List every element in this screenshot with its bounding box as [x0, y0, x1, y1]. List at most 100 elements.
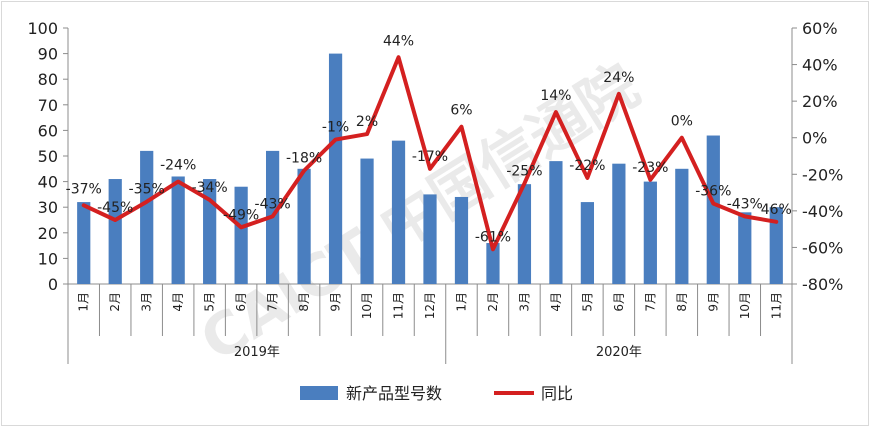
- x-tick-label: 9月: [329, 292, 343, 312]
- bar-new-models: [360, 158, 374, 284]
- y-right-tick-label: 40%: [802, 56, 838, 75]
- x-tick-label: 9月: [706, 292, 720, 312]
- data-label-yoy: 6%: [450, 103, 472, 119]
- line-point-yoy: [585, 176, 589, 180]
- x-tick-label: 3月: [140, 292, 154, 312]
- x-tick-label: 10月: [360, 292, 374, 319]
- legend-swatch-bar: [300, 386, 338, 400]
- data-label-yoy: -34%: [192, 180, 228, 196]
- x-tick-label: 6月: [612, 292, 626, 312]
- data-label-yoy: -43%: [727, 196, 763, 212]
- line-point-yoy: [302, 169, 306, 173]
- line-point-yoy: [145, 200, 149, 204]
- line-point-yoy: [271, 214, 275, 218]
- y-left-tick-label: 0: [48, 275, 58, 294]
- y-left-tick-label: 50: [38, 147, 58, 166]
- x-tick-label: 8月: [297, 292, 311, 312]
- x-tick-label: 3月: [517, 292, 531, 312]
- bar-new-models: [454, 196, 469, 284]
- line-point-yoy: [459, 125, 463, 129]
- bar-new-models: [675, 168, 689, 284]
- year-group-label: 2020年: [596, 345, 642, 360]
- x-tick-label: 10月: [738, 292, 752, 319]
- data-label-yoy: -35%: [129, 182, 165, 198]
- bar-new-models: [328, 53, 343, 284]
- data-label-yoy: 46%: [761, 202, 792, 218]
- data-label-yoy: -37%: [66, 181, 102, 197]
- data-label-yoy: -36%: [695, 184, 731, 200]
- legend-label-line: 同比: [541, 384, 573, 403]
- x-tick-label: 11月: [392, 292, 406, 319]
- line-point-yoy: [554, 110, 558, 114]
- bar-new-models: [643, 181, 657, 284]
- bar-new-models: [391, 140, 406, 284]
- bar-new-models: [517, 184, 532, 284]
- y-right-tick-label: 20%: [802, 92, 838, 111]
- y-left-tick-label: 90: [38, 45, 58, 64]
- bar-new-models: [297, 168, 311, 284]
- legend-label-bar: 新产品型号数: [346, 384, 442, 403]
- x-tick-label: 7月: [643, 292, 657, 312]
- y-left-tick-label: 60: [38, 121, 58, 140]
- y-right-tick-label: 60%: [802, 19, 838, 38]
- x-tick-label: 1月: [77, 292, 91, 312]
- data-label-yoy: -23%: [632, 160, 668, 176]
- line-point-yoy: [680, 136, 684, 140]
- y-left-tick-label: 10: [38, 249, 58, 268]
- x-tick-label: 5月: [203, 292, 217, 312]
- x-tick-label: 1月: [454, 292, 468, 312]
- bar-new-models: [486, 243, 500, 284]
- bar-new-models: [171, 176, 185, 284]
- line-point-yoy: [491, 247, 495, 251]
- data-label-yoy: -17%: [412, 149, 448, 165]
- data-label-yoy: -61%: [475, 229, 511, 245]
- data-label-yoy: -24%: [160, 158, 196, 174]
- data-label-yoy: -25%: [506, 163, 542, 179]
- y-right-tick-label: -60%: [802, 238, 843, 257]
- bar-new-models: [108, 179, 122, 284]
- line-point-yoy: [648, 178, 652, 182]
- data-label-yoy: 44%: [383, 33, 414, 49]
- data-label-yoy: 24%: [603, 70, 634, 86]
- data-label-yoy: -1%: [322, 120, 349, 136]
- x-tick-label: 7月: [266, 292, 280, 312]
- y-right-tick-label: -20%: [802, 165, 843, 184]
- data-label-yoy: -22%: [569, 158, 605, 174]
- bar-new-models: [140, 150, 154, 284]
- line-point-yoy: [428, 167, 432, 171]
- bar-new-models: [706, 135, 720, 284]
- data-label-yoy: 14%: [540, 88, 571, 104]
- x-tick-label: 5月: [580, 292, 594, 312]
- line-point-yoy: [239, 225, 243, 229]
- y-right-tick-label: -40%: [802, 202, 843, 221]
- line-point-yoy: [113, 218, 117, 222]
- line-point-yoy: [774, 220, 778, 224]
- y-left-tick-label: 70: [38, 96, 58, 115]
- line-point-yoy: [176, 180, 180, 184]
- data-label-yoy: -43%: [255, 196, 291, 212]
- data-label-yoy: 0%: [671, 114, 693, 130]
- bar-new-models: [612, 163, 626, 284]
- line-point-yoy: [82, 203, 86, 207]
- x-tick-label: 12月: [423, 292, 437, 319]
- line-point-yoy: [365, 132, 369, 136]
- x-tick-label: 2月: [108, 292, 122, 312]
- y-right-tick-label: -80%: [802, 275, 843, 294]
- data-label-yoy: -45%: [97, 200, 133, 216]
- y-left-tick-label: 100: [27, 19, 58, 38]
- bar-new-models: [234, 186, 248, 284]
- line-point-yoy: [711, 202, 715, 206]
- bar-new-models: [738, 212, 752, 284]
- data-label-yoy: -49%: [223, 207, 259, 223]
- y-right-tick-label: 0%: [802, 129, 827, 148]
- x-tick-label: 4月: [549, 292, 563, 312]
- x-tick-label: 4月: [171, 292, 185, 312]
- line-point-yoy: [522, 181, 526, 185]
- bar-new-models: [77, 202, 91, 284]
- line-point-yoy: [617, 92, 621, 96]
- y-left-tick-label: 20: [38, 224, 58, 243]
- bar-new-models: [549, 161, 563, 284]
- x-tick-label: 2月: [486, 292, 500, 312]
